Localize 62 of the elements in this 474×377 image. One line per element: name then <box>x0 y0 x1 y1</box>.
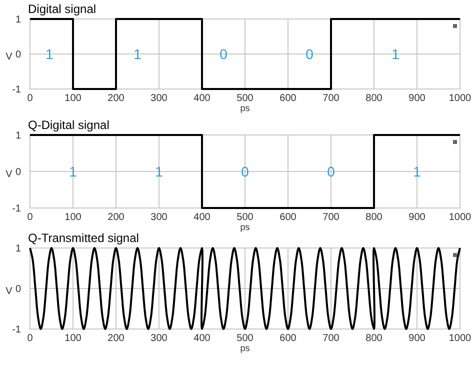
y-tick-label: 0 <box>15 50 22 60</box>
x-tick-label: 200 <box>108 212 125 223</box>
chart-title: Q-Transmitted signal <box>28 231 139 245</box>
annotation: 1 <box>69 163 78 180</box>
line-series <box>29 247 461 330</box>
annotation: 1 <box>134 46 142 62</box>
x-tick-label: 700 <box>322 333 340 344</box>
x-axis-title: ps <box>240 103 250 113</box>
y-axis-title: V <box>6 286 13 297</box>
x-tick-label: 0 <box>27 333 34 344</box>
x-tick-label: 800 <box>366 333 383 344</box>
x-tick-label: 100 <box>64 93 82 104</box>
x-tick-label: 1000 <box>448 333 472 344</box>
x-tick-label: 500 <box>236 333 254 344</box>
y-tick-label: -1 <box>12 324 22 336</box>
y-tick-label: -1 <box>12 84 22 96</box>
x-tick-label: 300 <box>150 93 168 104</box>
annotation: 0 <box>327 163 336 180</box>
x-tick-label: 600 <box>280 333 297 344</box>
annotation: 0 <box>220 46 228 62</box>
annotation: 1 <box>392 46 400 62</box>
chart-title: Q-Digital signal <box>28 118 110 132</box>
annotation: 1 <box>413 163 422 180</box>
x-tick-label: 100 <box>64 212 82 223</box>
x-tick-label: 200 <box>108 333 125 344</box>
y-tick-label: -1 <box>12 204 22 214</box>
x-tick-label: 500 <box>236 93 254 104</box>
x-tick-label: 400 <box>194 333 211 344</box>
x-tick-label: 700 <box>322 212 340 223</box>
x-tick-label: 1000 <box>448 212 472 223</box>
y-tick-label: 0 <box>15 284 22 295</box>
x-tick-label: 400 <box>194 93 211 104</box>
x-tick-label: 300 <box>150 212 168 223</box>
x-tick-label: 100 <box>64 333 82 344</box>
x-tick-label: 0 <box>27 212 34 223</box>
chart-title: Digital signal <box>28 2 96 16</box>
x-tick-label: 700 <box>322 93 340 104</box>
x-tick-label: 800 <box>366 93 383 104</box>
x-axis-title: ps <box>240 343 250 353</box>
annotation: 0 <box>306 46 314 62</box>
annotation: 1 <box>155 163 164 180</box>
x-tick-label: 800 <box>366 212 383 223</box>
annotation: 1 <box>45 46 54 62</box>
x-tick-label: 300 <box>150 333 168 344</box>
y-tick-label: 1 <box>15 130 22 142</box>
annotation: 0 <box>241 163 250 180</box>
y-tick-label: 0 <box>15 167 22 178</box>
x-tick-label: 900 <box>408 333 426 344</box>
y-axis-title: V <box>6 52 13 62</box>
y-tick-label: 1 <box>15 244 22 254</box>
x-axis-title: ps <box>240 222 250 232</box>
x-tick-label: 500 <box>236 212 254 223</box>
y-axis-title: V <box>6 169 13 180</box>
x-tick-label: 1000 <box>448 93 472 104</box>
x-tick-label: 0 <box>27 93 34 104</box>
x-tick-label: 600 <box>280 212 297 223</box>
y-tick-label: 1 <box>15 14 22 26</box>
x-tick-label: 900 <box>408 93 426 104</box>
x-tick-label: 900 <box>408 212 426 223</box>
x-tick-label: 400 <box>194 212 211 223</box>
x-tick-label: 200 <box>108 93 125 104</box>
x-tick-label: 600 <box>280 93 297 104</box>
